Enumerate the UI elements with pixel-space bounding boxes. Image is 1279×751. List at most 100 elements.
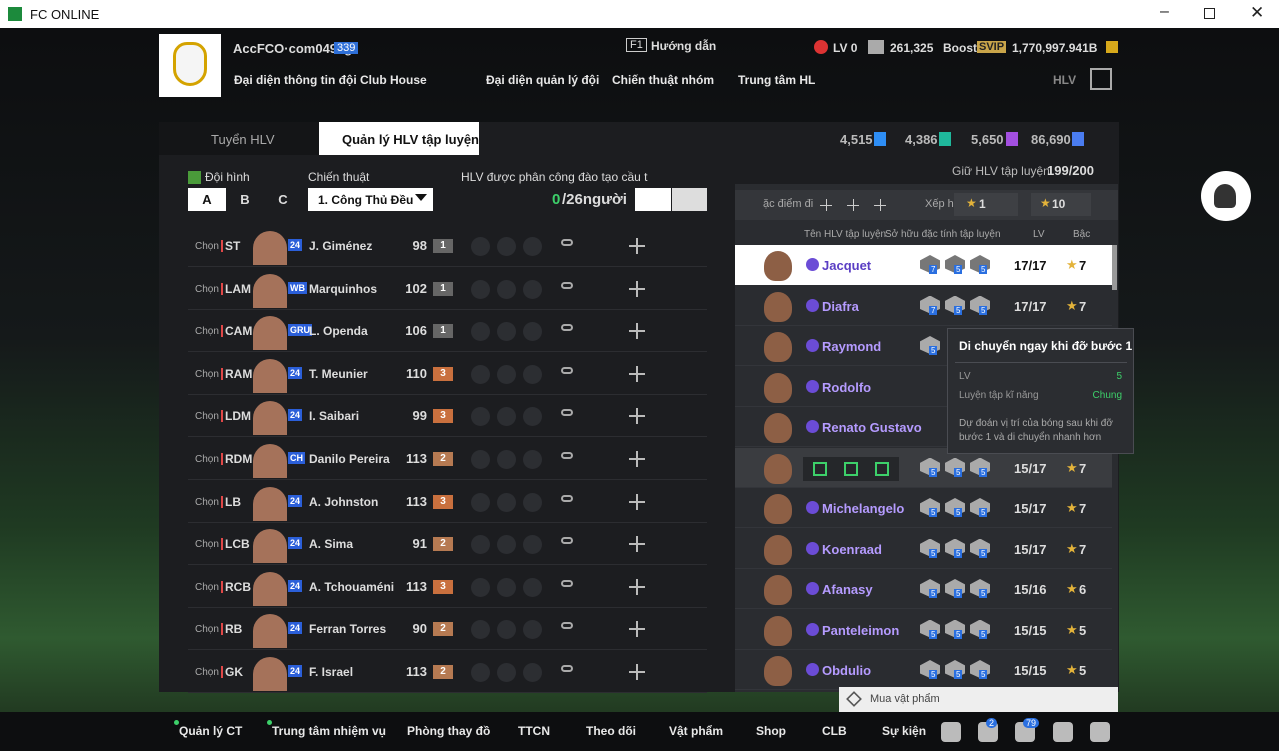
maximize[interactable] — [1204, 8, 1215, 19]
player-name: Danilo Pereira — [309, 452, 390, 466]
trait-level: 5 — [954, 467, 963, 477]
player-row — [188, 651, 707, 693]
link-icon[interactable] — [561, 366, 573, 374]
slot — [523, 364, 542, 384]
action[interactable] — [875, 461, 889, 476]
plus-v[interactable] — [636, 280, 638, 297]
pick-label[interactable]: Chọn — [195, 624, 219, 636]
coach-name[interactable]: Koenraad — [822, 541, 882, 557]
pick-label[interactable]: Chọn — [195, 411, 219, 423]
bottom-icon[interactable] — [1053, 722, 1073, 742]
bottom-item[interactable]: Phòng thay đồ — [407, 724, 491, 738]
plus-v[interactable] — [636, 365, 638, 382]
bottom-item[interactable]: TTCN — [518, 724, 550, 738]
bottom-icon[interactable] — [941, 722, 961, 742]
player-face — [253, 401, 287, 436]
plus-v[interactable] — [636, 323, 638, 340]
coach-name[interactable]: Panteleimon — [822, 622, 900, 638]
money-icon — [1106, 41, 1118, 53]
badge: 2 — [986, 718, 998, 728]
bottom-item[interactable]: Vật phẩm — [669, 724, 724, 738]
coach-row — [735, 286, 1112, 326]
bottom-item[interactable]: Quản lý CT — [179, 724, 243, 738]
formation[interactable]: B — [240, 192, 250, 207]
nav-item[interactable]: Chiến thuật nhóm — [612, 73, 714, 87]
nav-item[interactable]: Đại diện thông tin đội — [234, 73, 357, 87]
link-icon[interactable] — [561, 665, 573, 672]
plus-v[interactable] — [636, 451, 638, 467]
bottom-item[interactable]: Shop — [756, 724, 786, 738]
link-icon[interactable] — [561, 239, 573, 246]
plus-v[interactable] — [880, 199, 881, 211]
trait-level: 5 — [929, 589, 938, 598]
plus-v[interactable] — [636, 408, 638, 425]
season-badge: 24 — [288, 665, 303, 677]
pick-label[interactable]: Chọn — [195, 539, 219, 551]
bottom-item[interactable]: Trung tâm nhiệm vụ — [272, 724, 387, 738]
nav-item[interactable]: Đại diện quản lý đội — [486, 73, 600, 87]
coach-name[interactable]: Renato Gustavo — [822, 420, 922, 435]
pick-label[interactable]: Chọn — [195, 667, 219, 678]
trait-label: ặc điểm đi — [763, 198, 814, 210]
bottom-item[interactable]: CLB — [822, 724, 847, 738]
s-badge — [806, 501, 819, 514]
coach-name[interactable]: Diafra — [822, 298, 859, 314]
capacity-label: Giữ HLV tập luyện — [952, 164, 1050, 178]
ovr: 113 — [406, 451, 427, 466]
nav-item[interactable]: Club House — [360, 73, 427, 87]
plus-v[interactable] — [636, 664, 638, 680]
buy-box[interactable] — [839, 687, 1118, 713]
link-icon[interactable] — [561, 537, 573, 545]
guide[interactable]: Hướng dẫn — [651, 39, 717, 53]
currency-icon — [1072, 132, 1084, 146]
coach-name[interactable]: Rodolfo — [822, 379, 872, 395]
position: CAM — [225, 324, 253, 339]
action[interactable] — [844, 461, 858, 476]
coach-name[interactable]: Obdulio — [822, 663, 872, 678]
exit-icon[interactable] — [1090, 68, 1112, 90]
link-icon[interactable] — [561, 622, 573, 630]
coach-name[interactable]: Michelangelo — [822, 501, 905, 516]
pick-label[interactable]: Chọn — [195, 368, 219, 380]
nav-item[interactable]: Trung tâm HL — [738, 73, 816, 87]
tab-active[interactable]: Quản lý HLV tập luyện — [342, 132, 480, 147]
action[interactable] — [813, 461, 827, 476]
link-icon[interactable] — [561, 452, 573, 459]
plus-v[interactable] — [636, 578, 638, 595]
plus-v[interactable] — [636, 493, 638, 510]
pick-label[interactable]: Chọn — [195, 581, 219, 593]
pick-label[interactable]: Chọn — [195, 496, 219, 508]
close[interactable]: ✕ — [1250, 3, 1265, 22]
bottom-item[interactable]: Theo dõi — [586, 724, 636, 738]
link-icon[interactable] — [561, 324, 573, 332]
pos-bar — [221, 453, 223, 465]
pick-label[interactable]: Chọn — [195, 283, 219, 295]
plus-v[interactable] — [636, 621, 638, 638]
pick-label[interactable]: Chọn — [195, 454, 219, 465]
formation[interactable]: C — [278, 192, 288, 207]
tactic-select[interactable]: 1. Công Thủ Đều — [308, 188, 433, 211]
star-min-box[interactable] — [954, 193, 1018, 216]
formation[interactable]: A — [188, 188, 226, 211]
list-view[interactable] — [635, 188, 671, 211]
link-icon[interactable] — [561, 494, 573, 502]
bottom-icon[interactable] — [1090, 722, 1110, 742]
minimize[interactable]: – — [1160, 3, 1169, 20]
link-icon[interactable] — [561, 409, 573, 417]
plus-v[interactable] — [636, 536, 638, 553]
star-max-box[interactable] — [1031, 193, 1091, 216]
plus-v[interactable] — [636, 238, 638, 254]
pick-label[interactable]: Chọn — [195, 326, 219, 338]
tab[interactable]: Tuyển HLV — [211, 132, 275, 147]
grid-view[interactable] — [672, 188, 707, 211]
pick-label[interactable]: Chọn — [195, 241, 219, 252]
link-icon[interactable] — [561, 579, 573, 587]
coach-name[interactable]: Raymond — [822, 339, 882, 354]
plus-v[interactable] — [826, 199, 827, 211]
action-bar — [803, 456, 899, 481]
coach-name[interactable]: Afanasy — [822, 582, 873, 597]
plus-v[interactable] — [853, 199, 854, 211]
bottom-item[interactable]: Sự kiện — [882, 724, 927, 738]
link-icon[interactable] — [561, 281, 573, 289]
coach-name[interactable]: Jacquet — [822, 258, 872, 273]
